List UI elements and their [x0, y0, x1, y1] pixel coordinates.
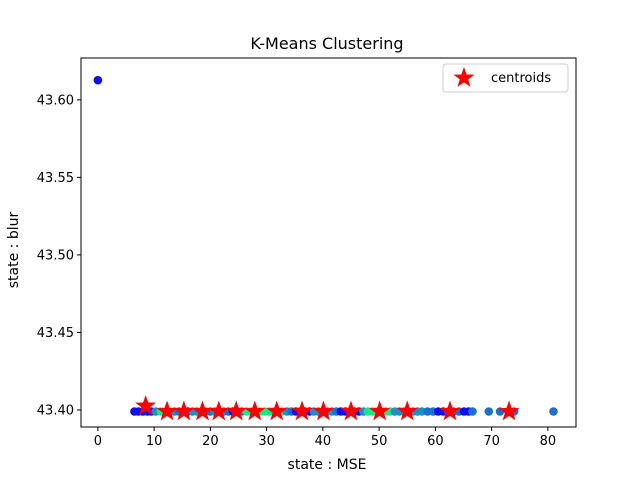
- centroid-marker: [266, 400, 288, 421]
- centroid-marker: [369, 400, 391, 421]
- centroid-marker: [498, 400, 520, 421]
- x-tick-label: 50: [371, 434, 388, 449]
- x-tick-label: 40: [315, 434, 332, 449]
- y-tick-label: 43.55: [37, 171, 74, 186]
- legend-box: [442, 63, 569, 93]
- legend-star: [453, 67, 475, 87]
- centroid-marker: [312, 400, 334, 421]
- x-tick-label: 10: [146, 434, 163, 449]
- centroid-marker: [208, 400, 230, 421]
- chart-title: K-Means Clustering: [250, 34, 403, 53]
- y-tick-label: 43.45: [37, 326, 74, 341]
- centroid-marker: [156, 400, 178, 421]
- centroid-marker: [291, 400, 313, 421]
- y-tick-label: 43.50: [37, 248, 74, 263]
- centroid-marker: [192, 400, 213, 421]
- y-tick-label: 43.60: [37, 93, 74, 108]
- x-tick-label: 80: [540, 434, 557, 449]
- x-tick-label: 30: [258, 434, 275, 449]
- x-axis-label: state : MSE: [288, 457, 367, 473]
- legend-centroid-marker: [453, 67, 475, 87]
- x-tick-label: 20: [202, 434, 219, 449]
- y-tick-label: 43.40: [37, 403, 74, 418]
- centroid-marker: [396, 400, 418, 421]
- axes: 0 10 20 30 40 50 60 70 80 43.40 43.45 43.50 43.55 43.…: [37, 57, 577, 449]
- centroid-marker: [244, 400, 266, 421]
- plot-area: [93, 75, 558, 421]
- axes-frame: [80, 57, 577, 428]
- centroid-marker: [225, 400, 247, 421]
- legend-label-centroids: centroids: [491, 71, 551, 86]
- centroid-marker: [173, 400, 195, 421]
- x-tick-label: 0: [94, 434, 102, 449]
- data-point: [484, 407, 494, 416]
- data-point: [93, 75, 103, 85]
- data-point: [549, 407, 558, 416]
- x-tick-label: 70: [483, 434, 500, 449]
- legend: centroids: [442, 63, 569, 93]
- y-axis-label: state : blur: [6, 212, 22, 289]
- centroid-marker: [135, 395, 157, 415]
- centroid-marker: [340, 400, 362, 421]
- centroid-marker: [439, 400, 461, 421]
- data-point: [468, 407, 477, 416]
- x-tick-label: 60: [427, 434, 444, 449]
